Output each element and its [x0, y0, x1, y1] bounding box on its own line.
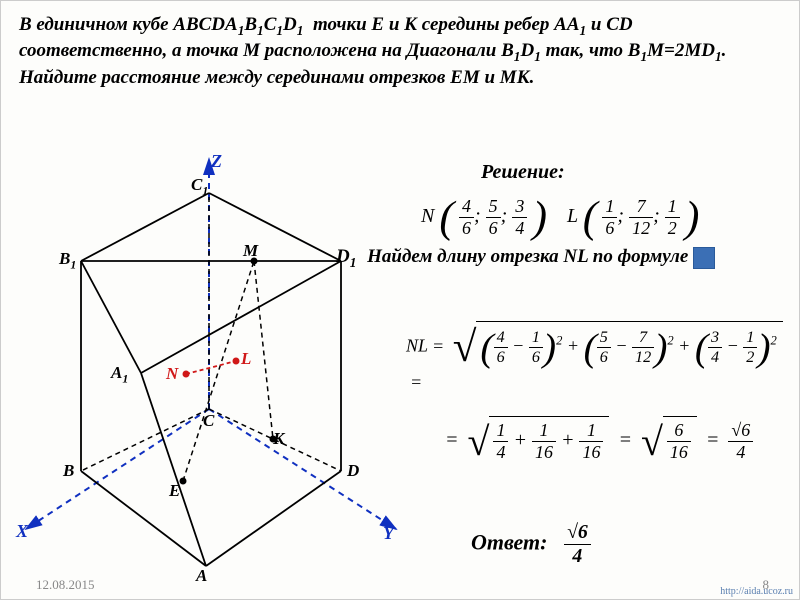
problem-text: В единичном кубе ABCDA1B1C1D1 точки Е и …: [19, 14, 726, 88]
label-L: L: [241, 349, 251, 369]
label-M: M: [243, 241, 258, 261]
label-E: E: [169, 481, 180, 501]
label-K: К: [273, 429, 285, 449]
cube-diagram: Z X Y A B C D A1 B1 C1 M E К N L: [11, 151, 431, 581]
formula-icon: [693, 247, 715, 269]
label-A1: A1: [111, 363, 128, 386]
label-N: N: [166, 364, 178, 384]
distance-formula-expanded: NL= √ (46 − 16)2 + (56 − 712)2 + (34 − 1…: [406, 321, 799, 393]
axis-y-label: Y: [383, 523, 394, 544]
footer-url: http://aida.ucoz.ru: [720, 586, 793, 597]
label-B1: B1: [59, 249, 76, 272]
label-B: B: [63, 461, 74, 481]
label-C1: C1: [191, 175, 208, 198]
axis-x-label: X: [16, 521, 28, 542]
answer-block: Ответ: √6 4: [471, 521, 591, 568]
label-D: D: [347, 461, 359, 481]
d1-inline-label: D1: [336, 246, 356, 267]
answer-label: Ответ:: [471, 530, 547, 555]
point-coordinates: N ( 46; 56; 34 ) L ( 16; 712; 12 ): [421, 196, 699, 239]
find-length-text: D1 Найдем длину отрезка NL по формуле: [426, 246, 786, 271]
problem-statement: В единичном кубе ABCDA1B1C1D1 точки Е и …: [1, 1, 799, 96]
label-A: A: [196, 566, 207, 586]
footer-date: 12.08.2015: [36, 577, 95, 593]
distance-formula-simplified: = √ 14 + 116 + 116 = √ 616 = √6 4: [441, 416, 753, 465]
label-C: C: [203, 411, 214, 431]
axis-z-label: Z: [211, 151, 222, 172]
solution-heading: Решение:: [481, 161, 565, 184]
